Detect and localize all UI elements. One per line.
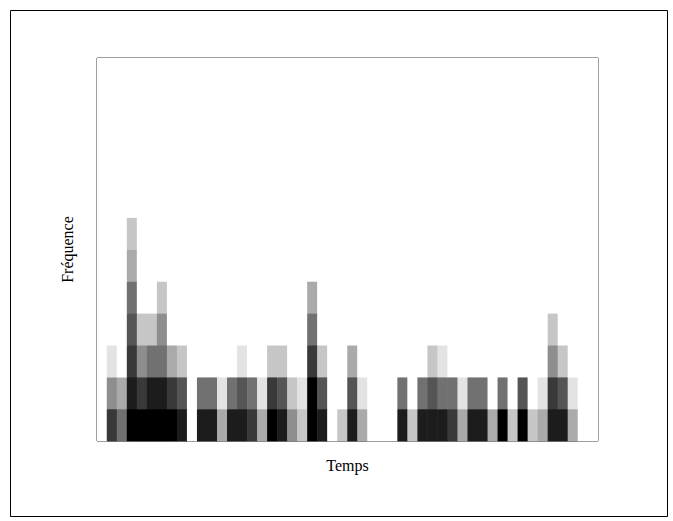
svg-text:Fréquence: Fréquence xyxy=(59,216,77,283)
svg-text:Temps: Temps xyxy=(326,457,368,475)
